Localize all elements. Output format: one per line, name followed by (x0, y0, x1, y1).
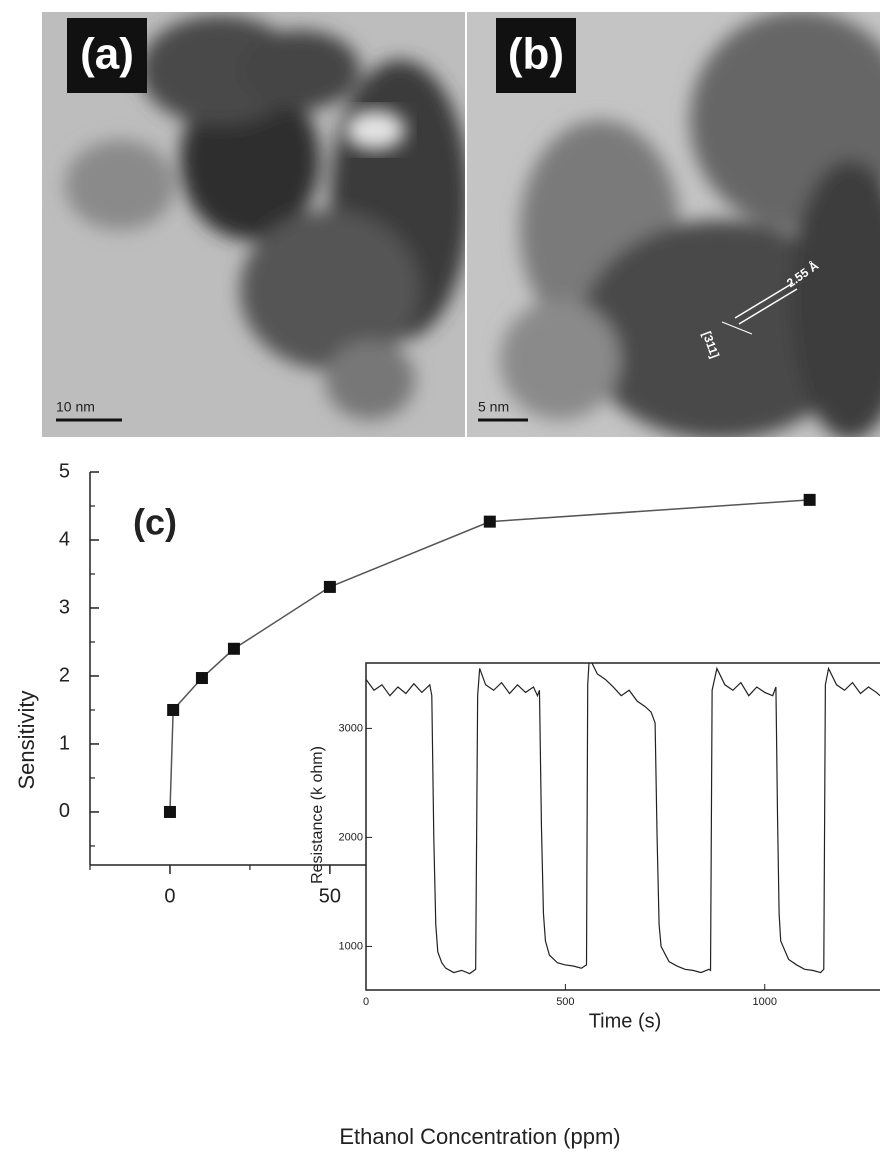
panel-label: (c) (133, 502, 177, 543)
y-tick-label: 5 (59, 460, 70, 482)
inset-x-tick-label: 500 (556, 996, 574, 1008)
data-point (803, 493, 816, 506)
y-axis-label: Sensitivity (14, 690, 39, 789)
scale-bar-label: 10 nm (56, 399, 95, 415)
y-tick-label: 4 (59, 528, 70, 550)
inset-plot (366, 663, 880, 975)
x-tick-label: 50 (319, 885, 341, 907)
data-point (323, 580, 336, 593)
y-tick-label: 3 (59, 596, 70, 618)
inset-x-axis-label: Time (s) (589, 1010, 662, 1032)
panel-label-box (496, 18, 576, 93)
x-tick-label: 0 (164, 885, 175, 907)
inset-x-tick-label: 1000 (753, 996, 777, 1008)
panel-label: (b) (508, 30, 564, 79)
y-tick-label: 2 (59, 664, 70, 686)
data-point (167, 703, 180, 716)
inset-y-axis-label: Resistance (k ohm) (309, 746, 326, 884)
data-point (163, 805, 176, 818)
data-point (195, 672, 208, 685)
inset-y-tick-label: 2000 (339, 831, 363, 843)
data-point (227, 642, 240, 655)
inset-frame (365, 662, 880, 991)
scale-bar-label: 5 nm (478, 399, 509, 415)
inset-y-tick-label: 3000 (339, 722, 363, 734)
y-tick-label: 1 (59, 732, 70, 754)
x-axis-label: Ethanol Concentration (ppm) (339, 1124, 620, 1149)
y-tick-label: 0 (59, 800, 70, 822)
tem-image-a (42, 12, 465, 437)
data-point (483, 515, 496, 528)
inset-y-tick-label: 1000 (339, 940, 363, 952)
data-line (366, 663, 880, 975)
inset-x-tick-label: 0 (363, 996, 369, 1008)
panel-label-box (67, 18, 147, 93)
panel-label: (a) (80, 30, 134, 79)
